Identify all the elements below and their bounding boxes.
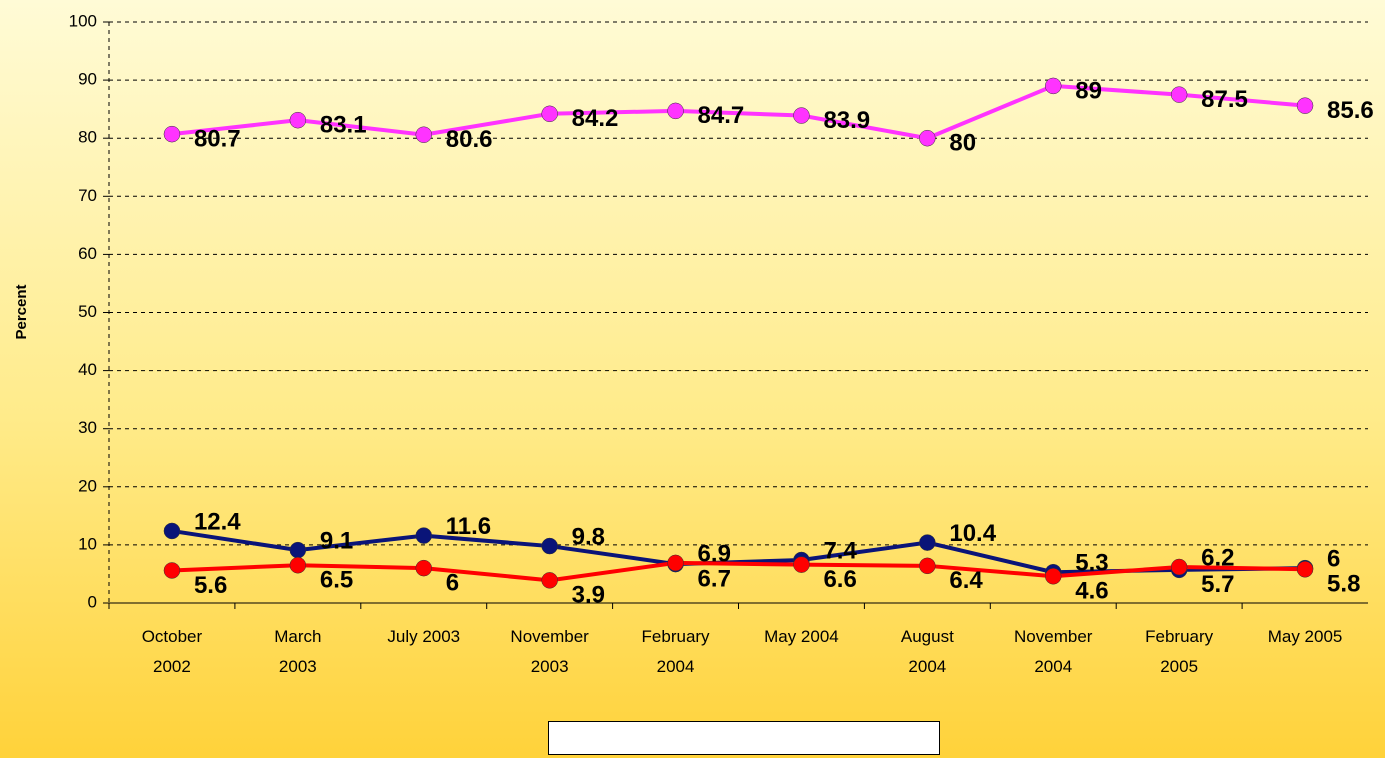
x-tick-label: July 2003 bbox=[387, 627, 461, 646]
data-label: 5.3 bbox=[1075, 550, 1108, 577]
marker bbox=[667, 554, 684, 572]
data-label: 87.5 bbox=[1201, 86, 1248, 113]
data-label: 7.4 bbox=[823, 537, 857, 564]
y-tick-label: 80 bbox=[78, 128, 97, 147]
y-tick-label: 30 bbox=[78, 418, 97, 437]
marker bbox=[919, 534, 936, 551]
x-tick-label: February 2004 bbox=[641, 627, 710, 676]
marker bbox=[1045, 568, 1062, 585]
data-label: 9.8 bbox=[572, 523, 605, 550]
y-tick-label: 60 bbox=[78, 244, 97, 263]
data-label: 6.9 bbox=[698, 540, 731, 567]
data-label: 89 bbox=[1075, 77, 1102, 104]
data-label: 6.6 bbox=[823, 566, 856, 593]
data-label: 5.8 bbox=[1327, 571, 1360, 598]
marker bbox=[1170, 86, 1188, 103]
marker bbox=[163, 522, 181, 540]
marker bbox=[289, 541, 307, 559]
data-label: 80.6 bbox=[446, 126, 493, 153]
data-label: 80.7 bbox=[194, 125, 241, 152]
marker bbox=[793, 107, 810, 124]
y-tick-label: 0 bbox=[88, 592, 97, 611]
marker bbox=[289, 556, 307, 574]
marker bbox=[541, 537, 558, 555]
x-tick-label: August 2004 bbox=[900, 627, 954, 676]
data-label: 12.4 bbox=[194, 508, 241, 535]
marker bbox=[163, 562, 181, 579]
series-line bbox=[171, 560, 1306, 583]
data-label: 10.4 bbox=[949, 520, 996, 547]
marker bbox=[541, 105, 558, 123]
marker bbox=[793, 556, 810, 573]
data-label: 9.1 bbox=[320, 527, 353, 554]
y-tick-label: 70 bbox=[78, 186, 97, 205]
data-label: 6.4 bbox=[949, 567, 983, 594]
y-tick-label: 40 bbox=[78, 360, 97, 379]
data-label: 4.6 bbox=[1075, 578, 1108, 605]
marker bbox=[919, 129, 936, 147]
x-tick-label: February 2005 bbox=[1145, 627, 1214, 676]
data-label: 6 bbox=[1327, 545, 1340, 572]
marker bbox=[415, 527, 432, 544]
x-tick-label: March 2003 bbox=[274, 627, 322, 676]
y-tick-label: 100 bbox=[69, 11, 97, 30]
marker bbox=[415, 559, 432, 577]
y-tick-label: 90 bbox=[78, 70, 97, 89]
series-line bbox=[171, 83, 1306, 141]
data-label: 6 bbox=[446, 569, 459, 596]
marker bbox=[1296, 97, 1314, 114]
legend bbox=[548, 721, 940, 755]
data-label: 85.6 bbox=[1327, 97, 1374, 124]
data-label: 84.7 bbox=[698, 102, 745, 129]
x-tick-label: May 2005 bbox=[1267, 627, 1343, 646]
marker bbox=[289, 111, 307, 129]
data-label: 84.2 bbox=[572, 105, 619, 132]
data-label: 6.2 bbox=[1201, 544, 1234, 571]
marker bbox=[667, 102, 684, 120]
x-tick-label: October 2002 bbox=[141, 627, 203, 676]
data-label: 3.9 bbox=[572, 582, 605, 609]
marker bbox=[415, 126, 432, 143]
data-label: 5.7 bbox=[1201, 571, 1234, 598]
data-label: 6.5 bbox=[320, 567, 353, 594]
data-label: 5.6 bbox=[194, 572, 227, 599]
data-label: 6.7 bbox=[698, 565, 731, 592]
marker bbox=[163, 125, 181, 143]
y-axis-title: Percent bbox=[13, 284, 30, 339]
x-tick-label: November 2003 bbox=[510, 627, 589, 676]
marker bbox=[541, 572, 558, 589]
data-label: 83.9 bbox=[823, 107, 870, 134]
x-tick-label: May 2004 bbox=[764, 627, 839, 646]
data-label: 11.6 bbox=[446, 513, 491, 540]
marker bbox=[1296, 561, 1314, 578]
data-label: 83.1 bbox=[320, 112, 367, 139]
data-label: 80 bbox=[949, 130, 976, 157]
marker bbox=[919, 557, 936, 575]
x-tick-label: November 2004 bbox=[1014, 627, 1093, 676]
marker bbox=[1045, 77, 1062, 95]
marker bbox=[1170, 558, 1188, 576]
y-tick-label: 50 bbox=[78, 302, 97, 321]
y-tick-label: 20 bbox=[78, 476, 97, 495]
y-tick-label: 10 bbox=[78, 534, 97, 553]
